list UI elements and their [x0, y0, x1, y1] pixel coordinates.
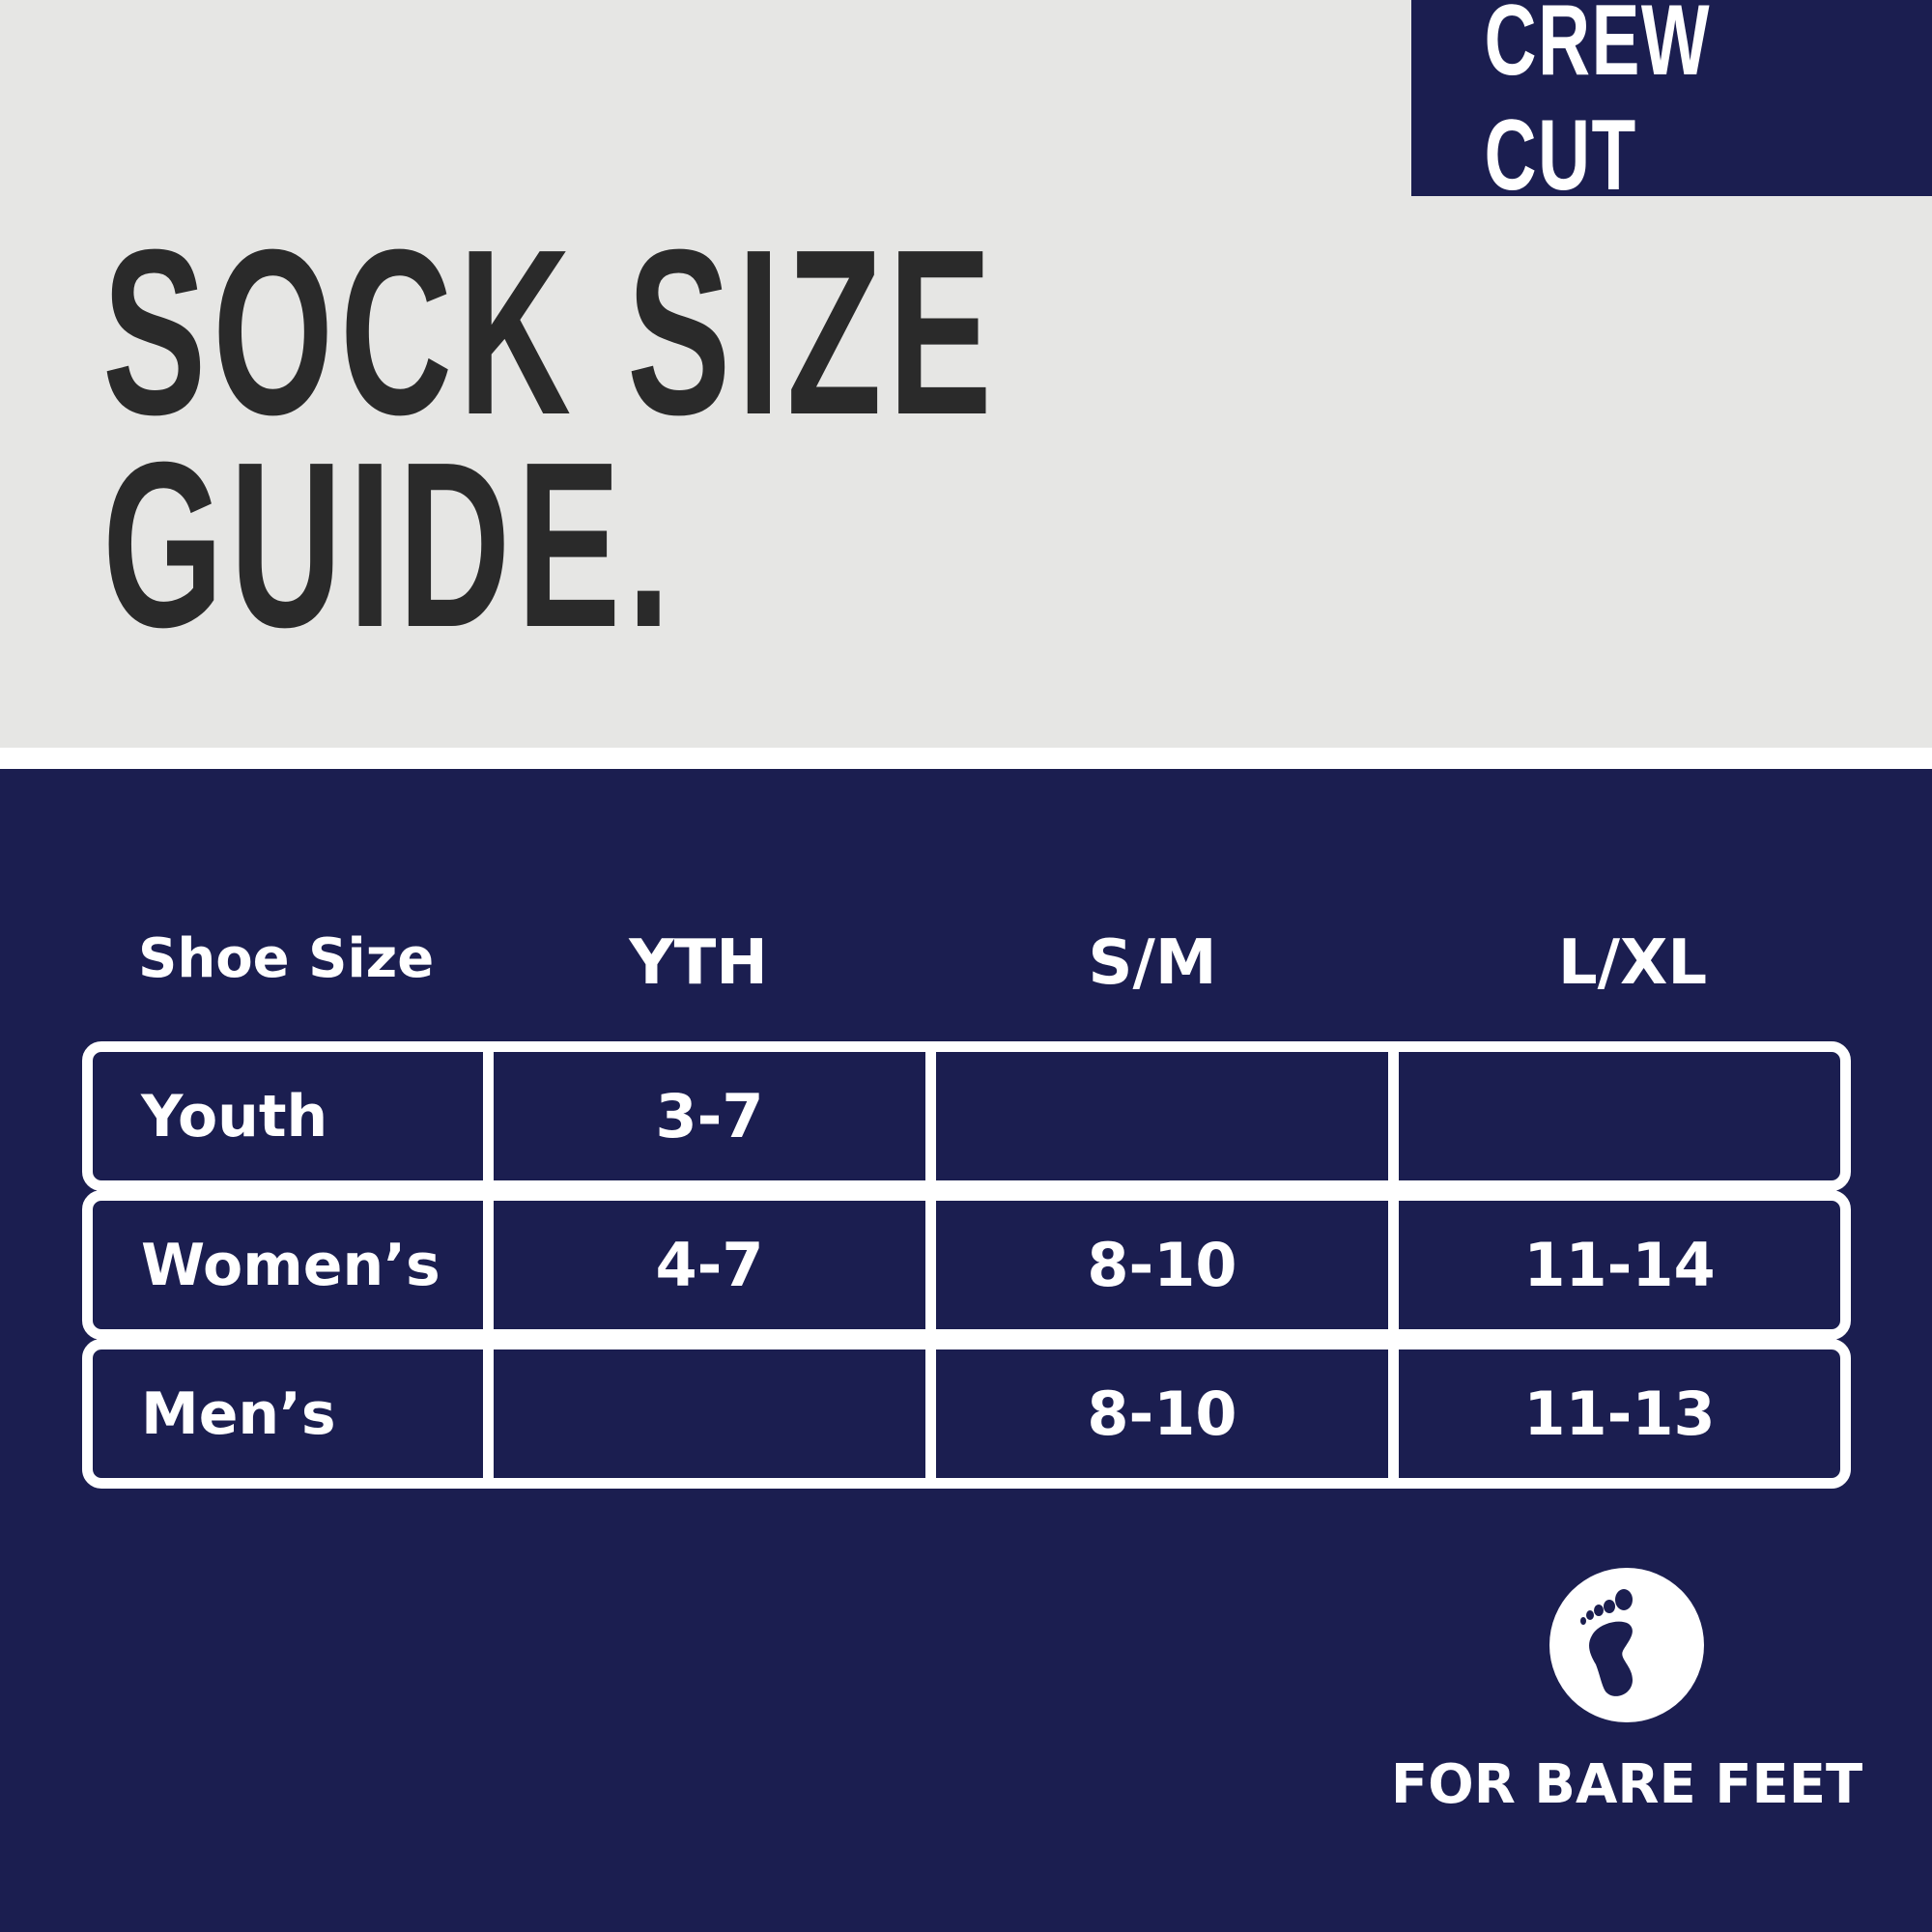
cell-sm: 8-10 — [936, 1201, 1399, 1329]
badge-label: CREW CUT — [1484, 0, 1711, 212]
cell-lxl: 11-13 — [1523, 1378, 1716, 1449]
header-yth: YTH — [629, 927, 768, 999]
row-label: Youth — [93, 1052, 494, 1180]
header-lxl: L/XL — [1557, 927, 1708, 999]
row-label: Men’s — [93, 1350, 494, 1478]
header-shoe-size: Shoe Size — [138, 927, 435, 990]
cell-sm — [936, 1052, 1399, 1180]
title-line-1: SOCK SIZE — [102, 200, 999, 464]
for-bare-feet-label: FOR BARE FEET — [1390, 1753, 1863, 1816]
title-line-2: GUIDE. — [102, 412, 677, 676]
cell-sm: 8-10 — [936, 1350, 1399, 1478]
table-row-womens: Women’s 4-7 8-10 11-14 — [82, 1190, 1851, 1340]
cell-lxl — [1399, 1052, 1840, 1180]
table-row-youth: Youth 3-7 — [82, 1041, 1851, 1191]
table-panel — [0, 769, 1932, 1932]
cell-yth — [494, 1350, 936, 1478]
crew-cut-badge: CREW CUT — [1411, 0, 1932, 212]
cell-yth: 4-7 — [494, 1201, 936, 1329]
bare-foot-icon — [1549, 1568, 1704, 1722]
cell-lxl: 11-14 — [1523, 1230, 1716, 1300]
table-row-mens: Men’s 8-10 11-13 — [82, 1339, 1851, 1489]
row-label: Women’s — [93, 1201, 494, 1329]
cell-yth: 3-7 — [494, 1052, 936, 1180]
header-sm: S/M — [1088, 927, 1217, 999]
